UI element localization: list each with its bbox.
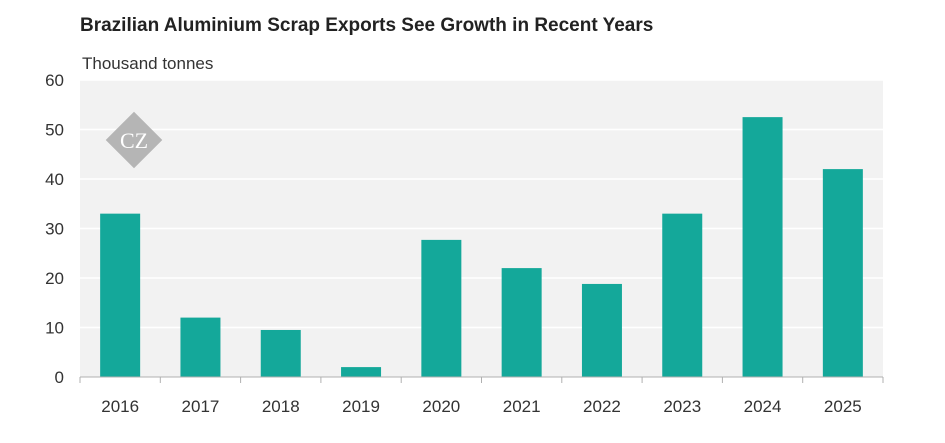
svg-text:CZ: CZ <box>120 128 148 153</box>
x-tick-label: 2022 <box>583 397 621 416</box>
y-tick-label: 20 <box>45 269 64 288</box>
x-tick-label: 2021 <box>503 397 541 416</box>
y-tick-label: 40 <box>45 170 64 189</box>
bar-2025 <box>822 169 863 377</box>
cz-watermark-logo: CZ <box>105 111 163 169</box>
y-axis-label: Thousand tonnes <box>82 54 213 73</box>
bar-2021 <box>501 268 542 377</box>
bar-2020 <box>421 239 462 377</box>
y-tick-label: 50 <box>45 121 64 140</box>
y-tick-label: 0 <box>55 368 64 387</box>
bar-2017 <box>180 317 221 377</box>
chart-title: Brazilian Aluminium Scrap Exports See Gr… <box>80 15 653 36</box>
x-tick-label: 2024 <box>744 397 782 416</box>
y-tick-label: 30 <box>45 220 64 239</box>
bar-2016 <box>100 213 141 377</box>
bar-2023 <box>662 213 703 377</box>
x-axis-ticks: 2016 2017 2018 2019 2020 2021 2022 2023 2024 2025 <box>101 397 862 416</box>
x-tick-label: 2023 <box>663 397 701 416</box>
bars <box>100 117 863 377</box>
x-tick-label: 2025 <box>824 397 862 416</box>
x-tick-label: 2017 <box>182 397 220 416</box>
y-tick-label: 10 <box>45 319 64 338</box>
bar-2019 <box>341 367 382 377</box>
bar-2022 <box>581 283 622 377</box>
x-tick-label: 2018 <box>262 397 300 416</box>
y-tick-label: 60 <box>45 71 64 90</box>
bar-2018 <box>260 329 301 377</box>
x-tick-label: 2020 <box>422 397 460 416</box>
x-tick-label: 2019 <box>342 397 380 416</box>
x-tick-label: 2016 <box>101 397 139 416</box>
bar-2024 <box>742 117 783 377</box>
y-axis-ticks: 0 10 20 30 40 50 60 <box>45 71 64 387</box>
x-axis <box>79 376 884 383</box>
